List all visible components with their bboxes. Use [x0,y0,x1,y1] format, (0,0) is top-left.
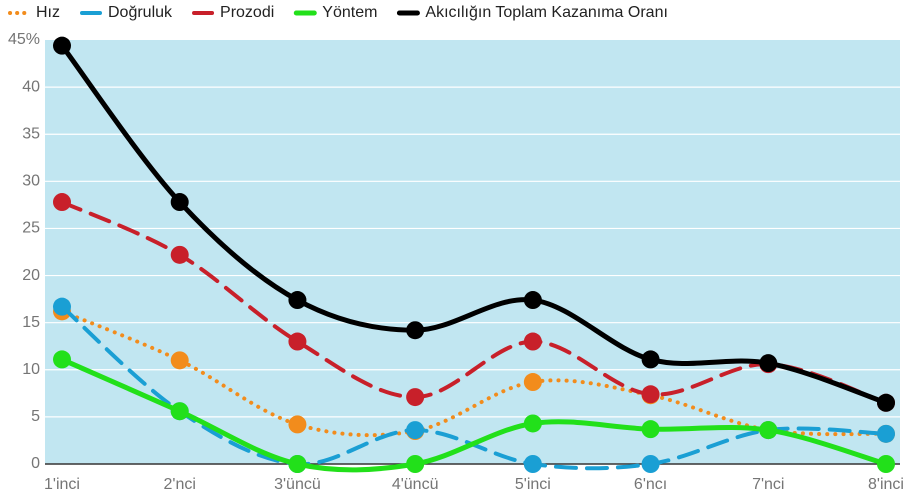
y-tick-label: 30 [22,173,40,190]
point [759,354,778,373]
x-tick-label: 5'inci [515,476,551,493]
y-tick-label: 25 [22,220,40,237]
point [406,388,425,407]
y-tick-label: 10 [22,361,40,378]
point [170,193,189,212]
point [53,193,71,212]
y-tick-label: 5 [31,408,40,425]
point [406,455,425,473]
point [288,291,307,310]
legend-label: Yöntem [322,4,377,21]
point [53,36,71,55]
point [877,424,895,443]
series-line [60,309,888,438]
series-line [59,356,889,473]
point [641,350,660,369]
point [170,245,189,264]
y-tick-label: 35 [22,125,40,142]
legend-label: Akıcılığın Toplam Kazanıma Oranı [425,4,667,21]
x-tick-label: 6'ncı [634,476,667,493]
point [170,402,189,421]
point [523,332,542,351]
y-tick-label: 45% [8,31,40,48]
legend-label: Doğruluk [108,4,173,21]
legend-label: Prozodi [220,4,274,21]
point [406,321,425,340]
y-tick-label: 15 [22,314,40,331]
point [877,455,895,473]
x-tick-label: 1'inci [44,476,80,493]
x-tick-label: 3'üncü [274,476,321,493]
y-tick-label: 0 [31,455,40,472]
legend-label: Hız [36,4,60,21]
point [523,291,542,310]
y-tick-label: 40 [22,78,40,95]
x-tick-label: 7'nci [752,476,784,493]
x-tick-label: 2'nci [164,476,196,493]
point [523,373,542,392]
point [641,385,660,404]
x-tick-label: 4'üncü [392,476,439,493]
series-line [60,200,888,405]
point [641,455,660,473]
point [523,455,542,473]
x-tick-label: 8'inci [868,476,904,493]
point [759,421,778,440]
point [523,414,542,433]
point [53,350,71,369]
point [877,393,895,412]
point [641,420,660,439]
point [406,421,425,440]
point [170,351,189,370]
point [53,297,71,316]
point [288,455,307,473]
point [288,332,307,351]
y-tick-label: 20 [22,267,40,284]
point [288,415,307,434]
